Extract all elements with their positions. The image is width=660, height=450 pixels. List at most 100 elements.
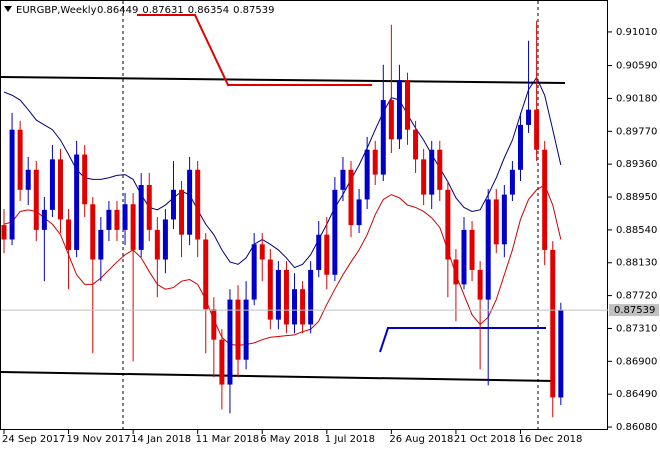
candle-body	[90, 204, 96, 260]
candle-body	[509, 169, 515, 195]
candle-body	[461, 229, 467, 285]
ohlc-readout: 0.86449 0.87631 0.86354 0.87539	[97, 5, 274, 16]
candle-body	[493, 199, 499, 245]
price-label: 0.87539	[614, 305, 655, 316]
ohlc-value: 0.87631	[142, 5, 183, 16]
candle-body	[308, 269, 314, 325]
candle-body	[138, 185, 144, 250]
indicator-line	[3, 76, 562, 269]
candle-body	[453, 259, 459, 285]
candle-body	[9, 129, 15, 240]
marks	[1, 20, 564, 418]
candle-body	[275, 269, 281, 320]
candle-body	[534, 109, 540, 150]
indicator-line	[3, 184, 562, 346]
candle-body	[243, 299, 249, 360]
candle-body	[106, 209, 112, 230]
candle-body	[1, 225, 7, 240]
y-tick-label: 0.87720	[616, 291, 657, 302]
candle-body	[388, 100, 394, 140]
candle-body	[485, 199, 491, 300]
candle-body	[195, 169, 201, 240]
candle-body	[114, 209, 120, 230]
y-tick-label: 0.89770	[616, 126, 657, 137]
candle-body	[340, 169, 346, 190]
candle-body	[130, 204, 136, 250]
symbol: EURGBP,Weekly	[16, 5, 97, 16]
y-tick-label: 0.88130	[616, 258, 657, 269]
candle-body	[82, 154, 88, 205]
candle-body	[550, 249, 556, 398]
candle-body	[259, 244, 265, 260]
y-tick-label: 0.87310	[616, 323, 657, 334]
x-tick-label: 1 Jul 2018	[325, 434, 375, 445]
candle-body	[558, 310, 564, 398]
candle-body	[469, 229, 475, 270]
candle-body	[66, 219, 72, 250]
candle-body	[267, 259, 273, 320]
candle-body	[316, 234, 322, 270]
drawn-line	[137, 14, 372, 86]
candle-body	[146, 185, 152, 230]
candle-body	[162, 219, 168, 260]
candle-body	[33, 169, 39, 230]
candle-body	[332, 189, 338, 275]
y-tick-label: 0.88540	[616, 225, 657, 236]
candle-body	[25, 169, 31, 190]
candle-body	[251, 244, 257, 300]
candle-body	[179, 189, 185, 235]
y-tick-label: 0.89360	[616, 159, 657, 170]
trend-line	[0, 371, 556, 382]
x-tick-label: 14 Jan 2018	[131, 434, 191, 445]
candle-body	[227, 299, 233, 385]
candle-body	[396, 80, 402, 140]
candle-body	[170, 189, 176, 220]
candle-body	[356, 199, 362, 226]
ohlc-value: 0.86354	[188, 5, 229, 16]
x-tick-label: 24 Sep 2017	[2, 434, 65, 445]
candle-body	[154, 229, 160, 260]
price-label-box	[609, 304, 659, 317]
y-tick-label: 0.86080	[616, 422, 657, 433]
x-tick-label: 26 Aug 2018	[389, 434, 453, 445]
candle-body	[348, 169, 354, 226]
candle-body	[41, 209, 47, 230]
y-tick-label: 0.90180	[616, 93, 657, 104]
candle-body	[211, 309, 217, 340]
candle-body	[219, 339, 225, 385]
candle-body	[57, 159, 63, 220]
ohlc-value: 0.87539	[233, 5, 274, 16]
x-tick-label: 6 May 2018	[260, 434, 319, 445]
candle-body	[380, 100, 386, 175]
candle-body	[122, 204, 128, 230]
candle-body	[429, 149, 435, 195]
y-tick-label: 0.88950	[616, 192, 657, 203]
ohlc-value: 0.86449	[97, 5, 138, 16]
trend-line	[0, 76, 566, 84]
candle-body	[300, 289, 306, 325]
candle-body	[526, 109, 532, 125]
x-tick-label: 16 Dec 2018	[518, 434, 582, 445]
candle-body	[477, 269, 483, 300]
candle-body	[437, 149, 443, 190]
candle-body	[542, 149, 548, 250]
candle-body	[501, 194, 507, 245]
candle-body	[517, 124, 523, 170]
candle-body	[187, 169, 193, 235]
candle-body	[445, 189, 451, 260]
candle-body	[98, 229, 104, 260]
candle-body	[372, 149, 378, 175]
y-tick-label: 0.90590	[616, 61, 657, 72]
candle-body	[235, 299, 241, 360]
y-tick-label: 0.86490	[616, 389, 657, 400]
candle-body	[292, 289, 298, 325]
collapse-icon[interactable]	[4, 6, 12, 12]
candle-body	[74, 154, 80, 250]
candle-body	[49, 159, 55, 210]
candle-body	[405, 80, 410, 130]
candle-body	[413, 129, 419, 160]
candle-body	[283, 269, 289, 325]
candle-body	[324, 234, 330, 275]
